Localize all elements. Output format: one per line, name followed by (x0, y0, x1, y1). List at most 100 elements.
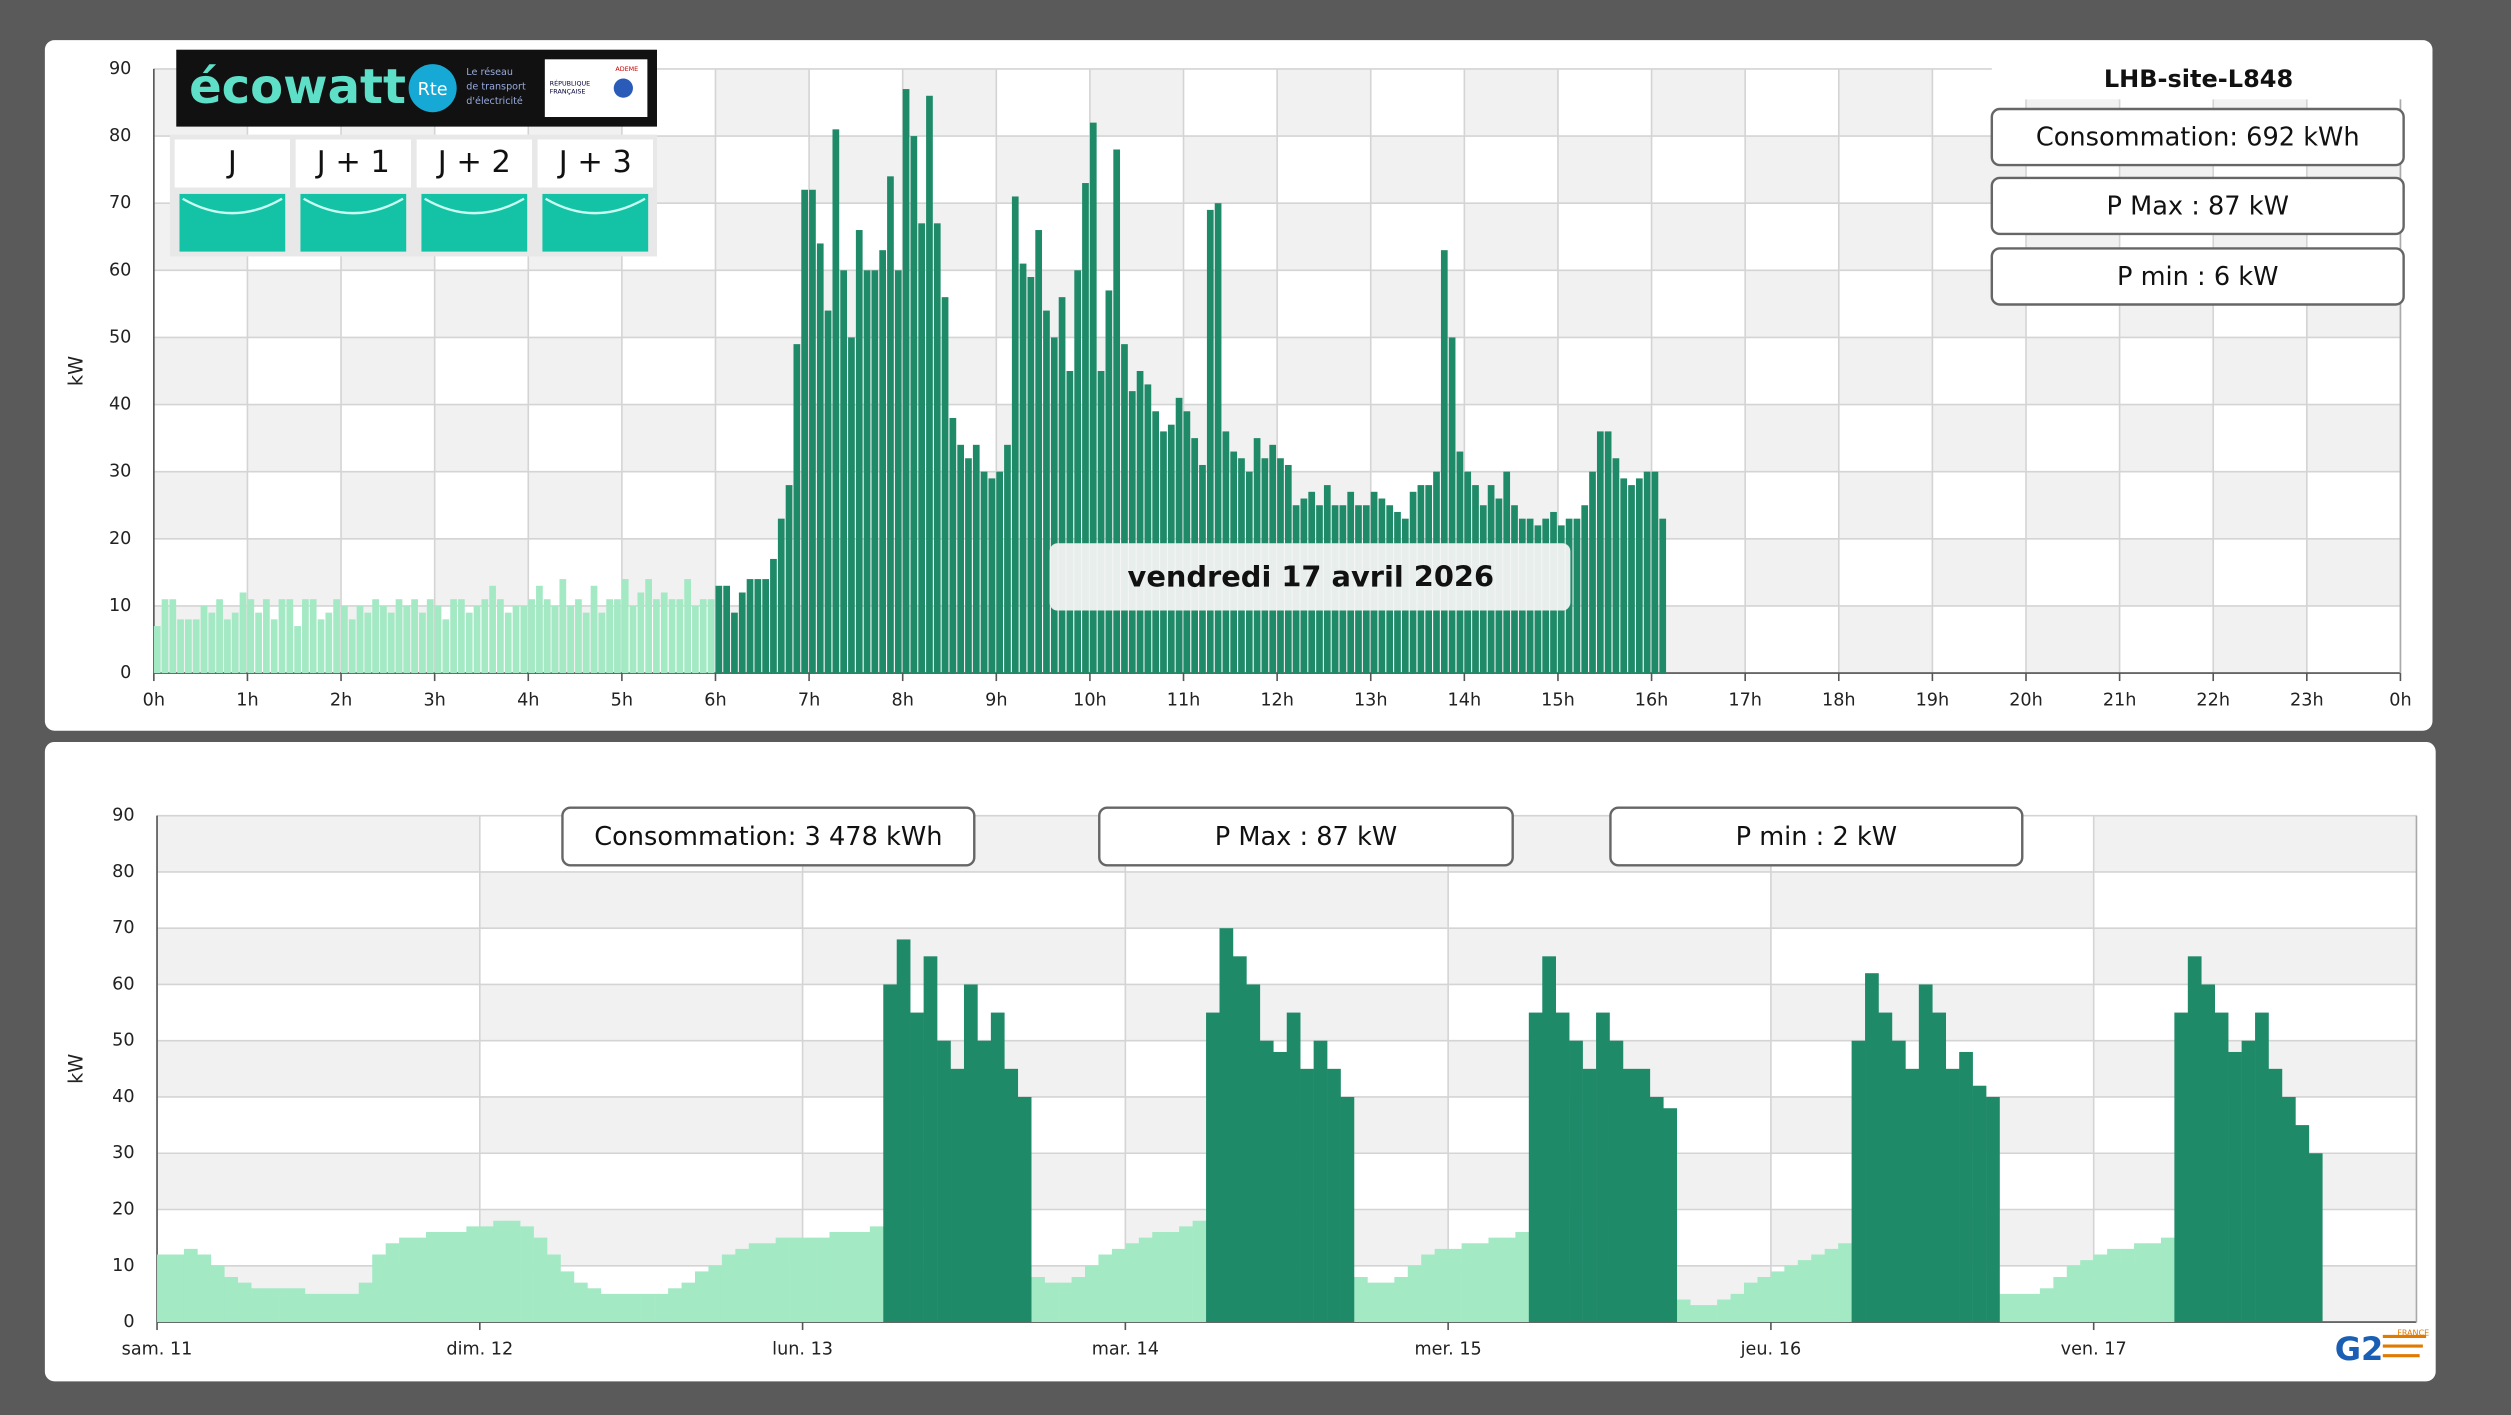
day-signal (300, 193, 407, 252)
bar (372, 599, 379, 674)
bar (770, 558, 777, 674)
bar (1138, 1237, 1153, 1323)
bar (1628, 485, 1635, 674)
bar (653, 599, 660, 674)
bar (1542, 956, 1556, 1323)
bar (1179, 1226, 1193, 1323)
stat-text: P min : 2 kW (1736, 822, 1897, 852)
grid-cell (2306, 337, 2401, 405)
bar (2012, 1293, 2027, 1323)
bar (1757, 1277, 1772, 1323)
plots: 0 10 20 30 40 50 60 70 80 90 0h 1h 2h 3h 4h 5h 6h 7h 8h 9h 1… (64, 59, 2418, 1359)
grid-cell (1277, 270, 1371, 338)
y-tick-label: 50 (112, 1031, 134, 1051)
bar (668, 1288, 682, 1323)
bar (977, 1040, 992, 1323)
bar (161, 599, 169, 674)
grid-cell (1745, 337, 1839, 405)
ademe-text: ADEME (615, 65, 638, 73)
bar (816, 243, 824, 674)
bar (1581, 505, 1589, 674)
bar (1448, 1248, 1462, 1323)
y-tick-label: 90 (112, 806, 134, 826)
bar (840, 270, 848, 674)
logo-country: FRANCE (2397, 1329, 2429, 1338)
bar (1085, 1265, 1099, 1323)
bar (1824, 1248, 1839, 1323)
grid-cell (528, 404, 622, 472)
bar (941, 297, 949, 674)
bar (479, 1226, 494, 1323)
stat-box (1990, 107, 2405, 167)
bar (809, 189, 816, 674)
y-tick-label: 70 (112, 918, 134, 938)
bar (380, 605, 387, 674)
bar (286, 599, 294, 674)
bar (1784, 1265, 1799, 1323)
x-tick-label: ven. 17 (2061, 1339, 2127, 1359)
bar (1089, 122, 1097, 674)
bar (988, 478, 996, 674)
bar (1690, 1305, 1704, 1323)
bar (1206, 209, 1214, 674)
y-tick-label: 40 (112, 1087, 134, 1107)
bar (1797, 1260, 1812, 1323)
day-label: J (226, 145, 237, 180)
bar (302, 599, 309, 674)
bar (567, 605, 574, 674)
bar (1851, 1040, 1866, 1323)
day-label: J + 3 (557, 145, 632, 180)
bar (816, 1237, 830, 1323)
grid-cell (1651, 270, 1746, 338)
bar (1313, 1040, 1328, 1323)
bar (1071, 1277, 1086, 1323)
y-tick-label: 50 (109, 327, 131, 347)
bar (411, 599, 418, 674)
bar (1259, 1040, 1274, 1323)
bar (1651, 471, 1659, 674)
grid-cell (153, 404, 248, 472)
bar (980, 471, 988, 674)
grid-cell (2306, 471, 2401, 539)
bar (2214, 1012, 2229, 1323)
bar (1327, 1068, 1341, 1323)
bar (1622, 1068, 1637, 1323)
bar (345, 1293, 360, 1323)
day-header (416, 139, 533, 188)
bar (1165, 1232, 1180, 1323)
bar (699, 599, 707, 674)
bar (395, 599, 403, 674)
grid-cell (1557, 337, 1652, 405)
grid-cell (1745, 471, 1839, 539)
bar (1111, 1248, 1126, 1323)
x-tick-label: 2h (330, 690, 352, 710)
bar (2255, 1012, 2269, 1323)
grid-cell (1557, 68, 1652, 137)
day-wave (424, 197, 525, 215)
day-label: J + 1 (315, 145, 390, 180)
rte-tagline: d'électricité (466, 95, 523, 107)
bar (412, 1237, 427, 1323)
bar (731, 612, 738, 674)
bar (493, 1220, 507, 1323)
grid-cell (434, 337, 529, 405)
bar (536, 585, 543, 674)
x-tick-label: 7h (798, 690, 820, 710)
stat-box (561, 806, 976, 867)
bar (1636, 1068, 1651, 1323)
bar (1528, 1012, 1543, 1323)
bar (2201, 984, 2215, 1323)
bar (1019, 263, 1027, 674)
bar (777, 518, 785, 674)
bar (965, 458, 972, 674)
grid-cell (341, 404, 435, 472)
bar (1878, 1012, 1893, 1323)
grid-cell (528, 270, 622, 338)
grid-cell (1651, 136, 1746, 204)
x-tick-label: 11h (1167, 690, 1201, 710)
bar (894, 270, 902, 674)
bar (356, 605, 364, 674)
grid-cell (2213, 404, 2307, 472)
bar (715, 585, 723, 674)
bar (676, 599, 684, 674)
